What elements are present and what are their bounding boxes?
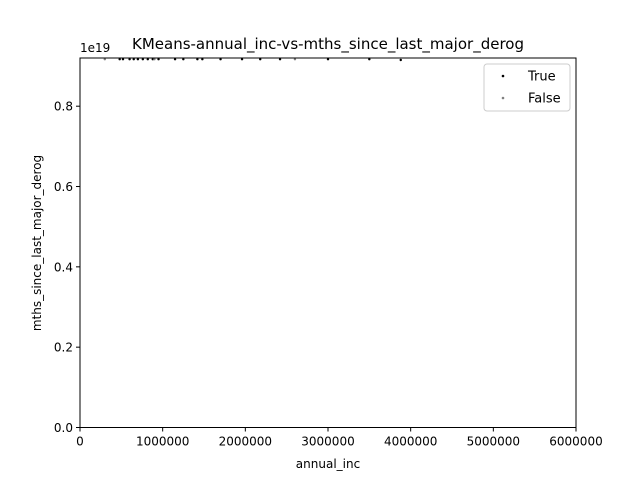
data-point-true-8 <box>157 58 160 61</box>
data-point-true-11 <box>196 58 199 61</box>
x-tick-label: 1000000 <box>136 435 189 449</box>
data-point-true-18 <box>368 58 371 61</box>
data-point-true-4 <box>136 58 140 61</box>
data-point-true-3 <box>132 58 135 61</box>
y-axis-offset-label: 1e19 <box>80 41 110 55</box>
y-tick-label: 0.2 <box>54 341 73 355</box>
x-axis-label: annual_inc <box>296 457 360 471</box>
legend-label-false: False <box>528 92 561 107</box>
data-point-true-7 <box>151 58 154 61</box>
legend-frame <box>483 63 571 112</box>
y-axis-ticks: 0.0 0.2 0.4 0.6 0.8 <box>54 100 80 435</box>
data-point-true-5 <box>141 58 145 61</box>
data-point-true-15 <box>259 58 262 61</box>
y-axis-label: mths_since_last_major_derog <box>30 155 44 331</box>
data-points <box>103 58 402 62</box>
x-tick-label: 2000000 <box>219 435 272 449</box>
x-tick-label: 4000000 <box>384 435 437 449</box>
x-tick-label: 3000000 <box>301 435 354 449</box>
data-point-true-6 <box>146 58 149 61</box>
legend-marker-false <box>501 96 505 100</box>
chart-title: KMeans-annual_inc-vs-mths_since_last_maj… <box>132 35 524 54</box>
data-point-false-0 <box>103 58 107 61</box>
y-tick-label: 0.8 <box>54 100 73 114</box>
data-point-true-16 <box>278 58 282 61</box>
data-point-true-0 <box>118 58 121 61</box>
data-point-true-13 <box>219 58 222 61</box>
legend-entries: True False <box>501 70 561 107</box>
data-point-true-17 <box>326 58 330 61</box>
x-tick-label: 5000000 <box>467 435 520 449</box>
data-point-true-14 <box>240 58 244 61</box>
y-tick-label: 0.0 <box>54 421 73 435</box>
data-point-true-12 <box>201 58 204 61</box>
data-point-true-10 <box>182 58 185 61</box>
data-point-true-1 <box>121 58 125 61</box>
x-axis-ticks: 0 1000000 2000000 3000000 4000000 5000000 6000… <box>76 427 603 449</box>
data-point-false-2 <box>293 58 297 61</box>
y-tick-label: 0.4 <box>54 260 73 274</box>
legend-label-true: True <box>527 70 556 85</box>
data-point-true-9 <box>173 58 177 61</box>
legend[interactable]: True False <box>483 63 571 112</box>
legend-marker-true <box>501 74 505 78</box>
data-point-false-1 <box>153 58 156 61</box>
data-point-true-2 <box>128 58 131 61</box>
x-tick-label: 6000000 <box>549 435 602 449</box>
y-tick-label: 0.6 <box>54 180 73 194</box>
data-point-true-19 <box>399 58 402 62</box>
x-tick-label: 0 <box>76 435 84 449</box>
